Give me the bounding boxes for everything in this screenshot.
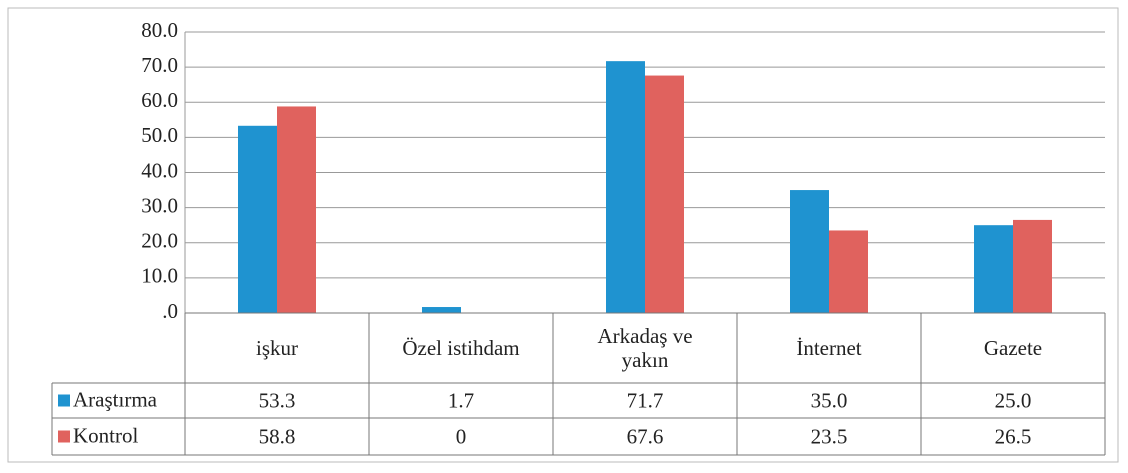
category-label: İnternet	[796, 336, 862, 360]
category-label: Arkadaş ve yakın	[597, 324, 693, 372]
bar	[422, 307, 461, 313]
y-tick-label: .0	[162, 299, 178, 323]
y-tick-label: 10.0	[141, 264, 178, 288]
bar	[645, 75, 684, 314]
bar	[790, 190, 829, 313]
bar	[606, 61, 645, 314]
table-value: 0	[456, 424, 467, 448]
category-label: Gazete	[983, 336, 1043, 360]
bar	[829, 230, 868, 313]
table-value: 26.5	[995, 424, 1032, 448]
table-value: 58.8	[259, 424, 296, 448]
category-label: işkur	[256, 336, 298, 360]
y-tick-label: 50.0	[141, 123, 178, 147]
table-value: 25.0	[995, 388, 1032, 412]
table-value: 1.7	[448, 388, 474, 412]
table-value: 67.6	[627, 424, 664, 448]
y-tick-label: 30.0	[141, 193, 178, 217]
legend-swatch	[58, 430, 70, 443]
table-value: 23.5	[811, 424, 848, 448]
y-tick-label: 80.0	[141, 18, 178, 42]
y-tick-label: 20.0	[141, 229, 178, 253]
category-label: Özel istihdam	[402, 336, 520, 360]
legend-label: Kontrol	[73, 423, 138, 447]
y-tick-label: 40.0	[141, 158, 178, 182]
bar	[277, 106, 316, 313]
bar	[1013, 219, 1052, 313]
legend-swatch	[58, 394, 70, 407]
y-tick-label: 60.0	[141, 88, 178, 112]
bar	[974, 225, 1013, 313]
bar	[238, 125, 277, 313]
chart-border	[7, 7, 1119, 463]
table-value: 35.0	[811, 388, 848, 412]
y-tick-label: 70.0	[141, 53, 178, 77]
table-value: 53.3	[259, 388, 296, 412]
legend-label: Araştırma	[73, 387, 158, 411]
table-value: 71.7	[627, 388, 664, 412]
